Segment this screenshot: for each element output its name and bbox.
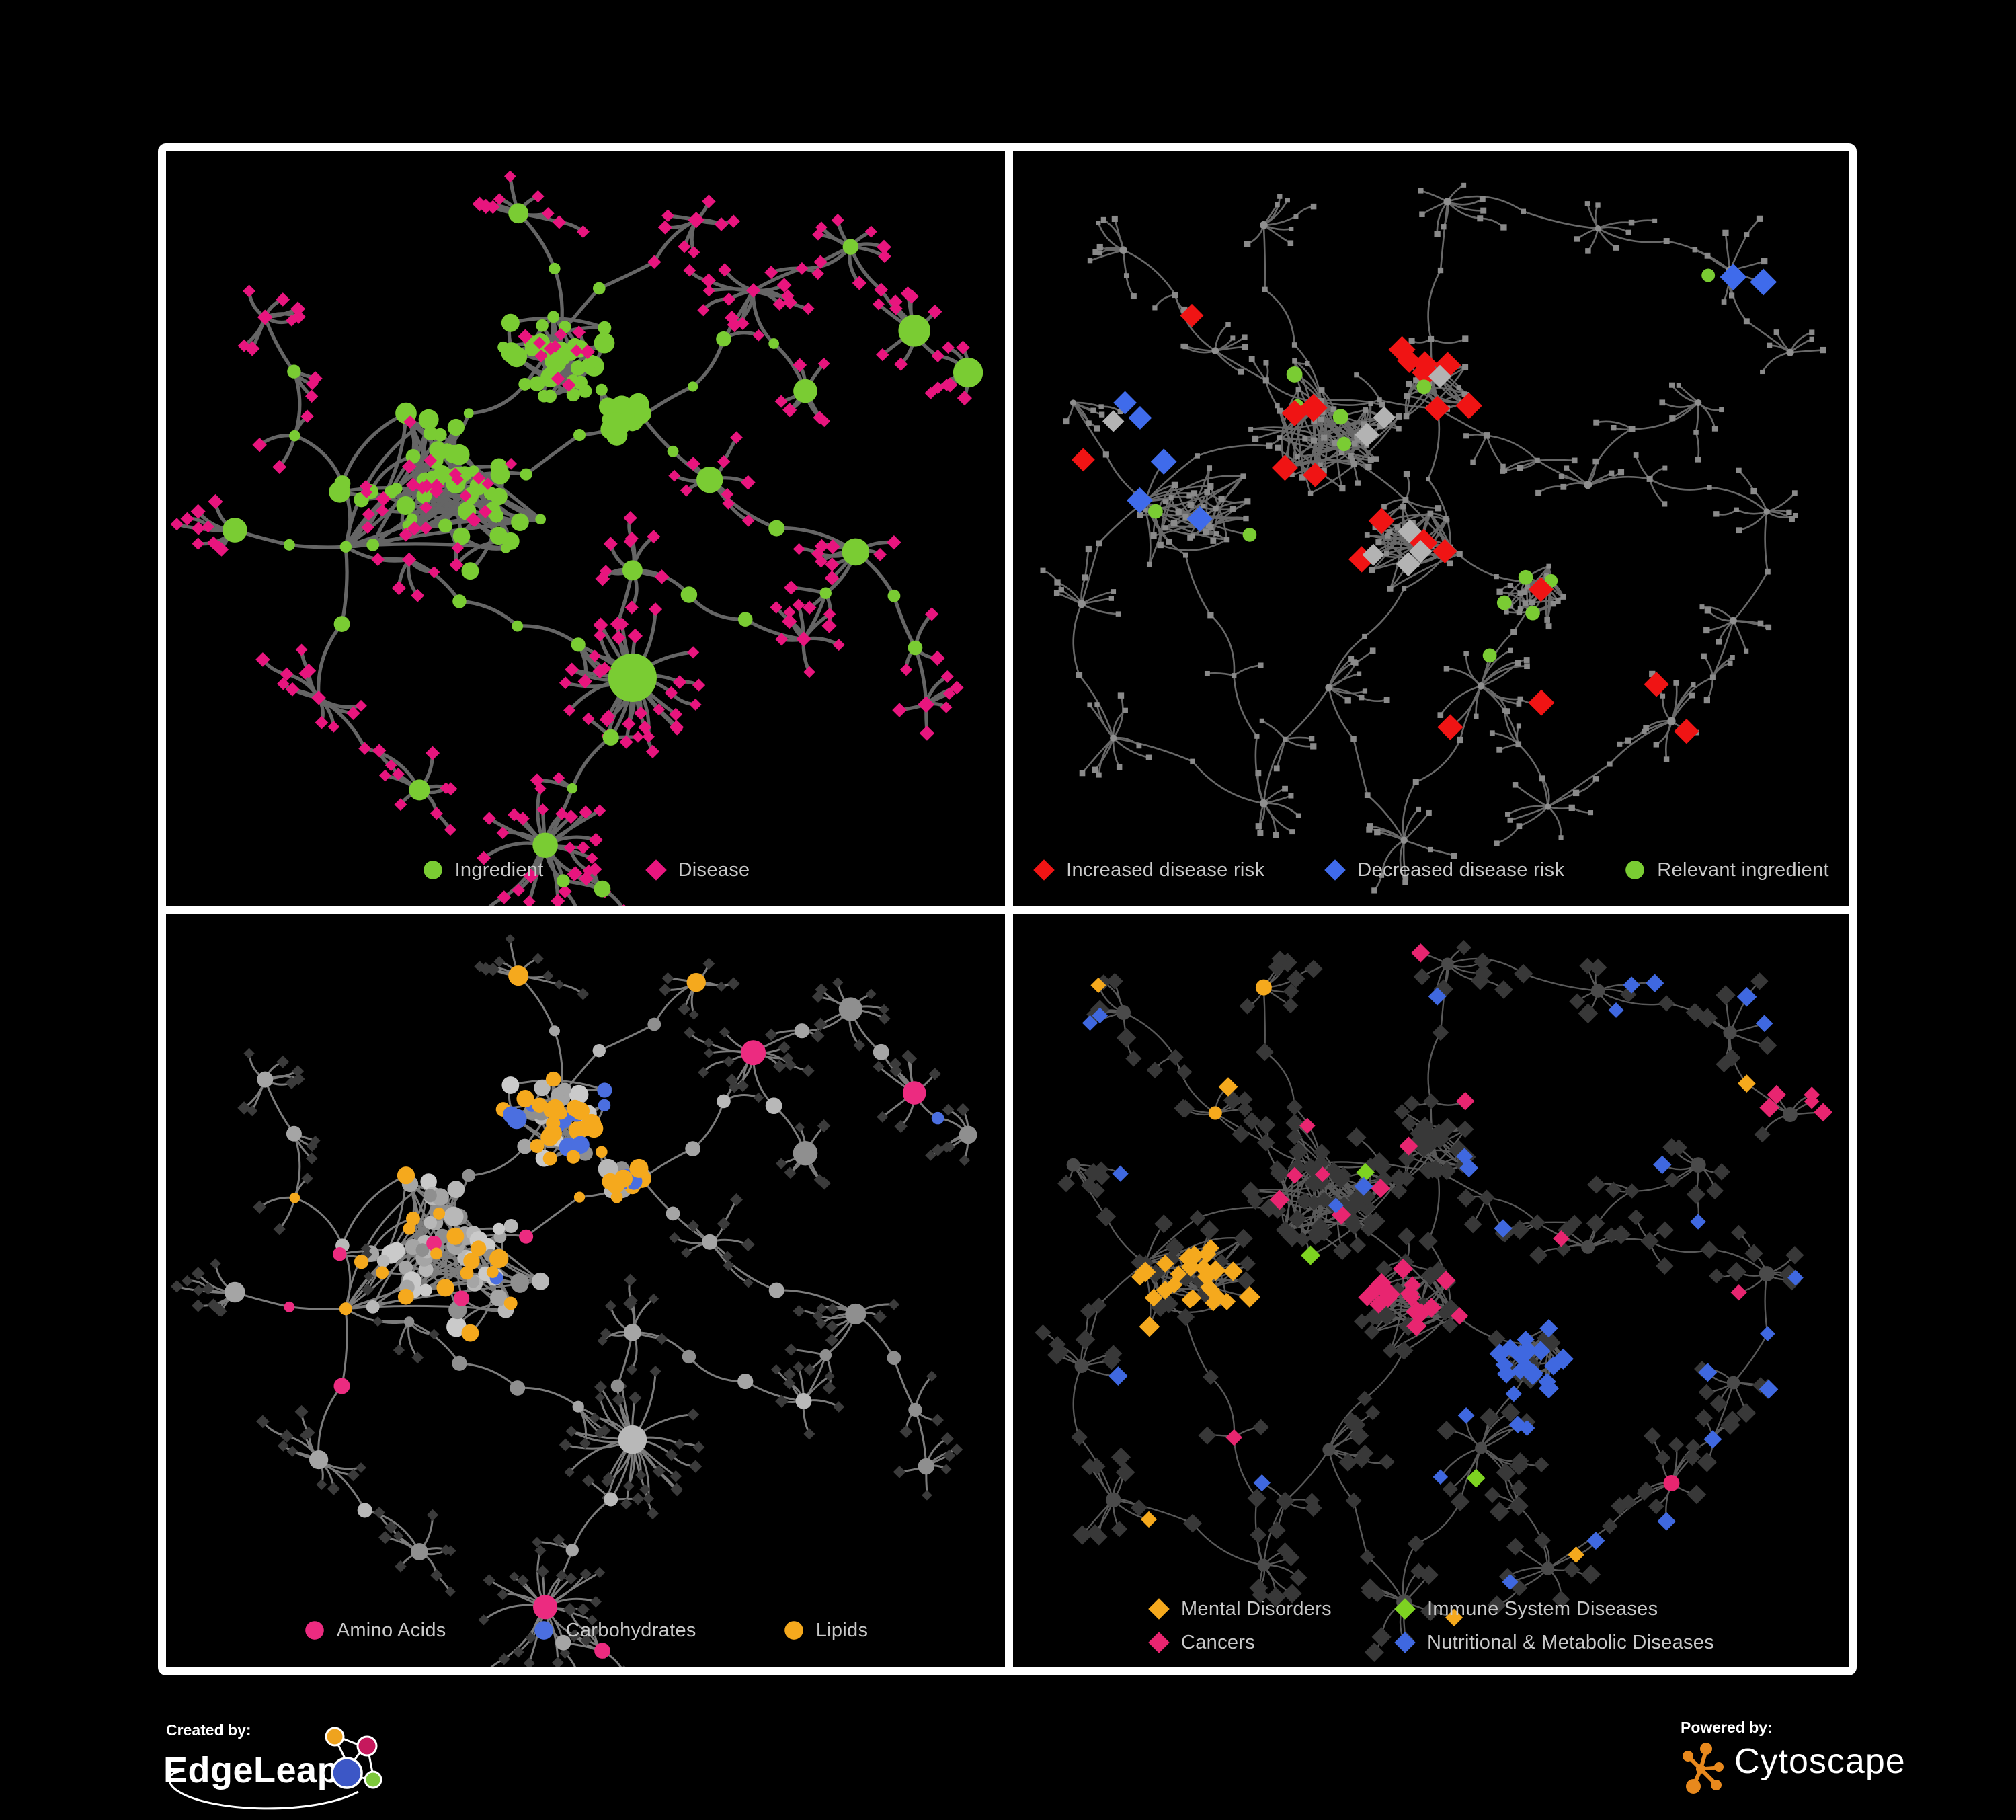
legend-item-ingredient: Ingredient [421, 859, 544, 881]
mental-disorders-diamond-icon [1148, 1598, 1170, 1620]
immune-diseases-diamond-icon [1394, 1598, 1416, 1620]
legend-label: Carbohydrates [565, 1619, 696, 1641]
legend-label: Relevant ingredient [1657, 859, 1829, 881]
network-highlight-nodes [1072, 264, 1777, 744]
legend-item-lipids: Lipids [782, 1619, 869, 1642]
increased-risk-diamond-icon [1033, 859, 1055, 881]
legend-label: Immune System Diseases [1426, 1597, 1658, 1620]
network-edges [176, 939, 969, 1667]
panel-nutrient-classes: Amino Acids Carbohydrates Lipids [166, 914, 1005, 1667]
network-nutrient-classes [170, 933, 977, 1667]
legend-disease-risk: Increased disease risk Decreased disease… [1013, 859, 1849, 881]
powered-by-label: Powered by: [1681, 1718, 1773, 1736]
network-ingredient-disease [170, 170, 983, 906]
decreased-risk-diamond-icon [1324, 859, 1346, 881]
network-edges [1043, 184, 1824, 892]
legend-item-carbohydrates: Carbohydrates [532, 1619, 696, 1642]
legend-nutrient-classes: Amino Acids Carbohydrates Lipids [166, 1619, 1005, 1642]
legend-label: Lipids [815, 1619, 869, 1641]
panel-disease-risk: Increased disease risk Decreased disease… [1013, 151, 1849, 906]
network-highlight-nodes [284, 965, 944, 1659]
legend-item-amino-acids: Amino Acids [303, 1619, 446, 1642]
legend-label: Mental Disorders [1180, 1597, 1332, 1620]
legend-item-mental-disorders: Mental Disorders [1147, 1597, 1332, 1620]
panel-ingredient-disease: Ingredient Disease [166, 151, 1005, 906]
swoosh [168, 1770, 359, 1810]
legend-ingredient-disease: Ingredient Disease [166, 859, 1005, 881]
network-highlight-nodes [1082, 943, 1832, 1653]
panel-disease-categories: Mental Disorders Immune System Diseases … [1013, 914, 1849, 1667]
legend-disease-categories: Mental Disorders Immune System Diseases … [1013, 1597, 1849, 1654]
legend-item-decreased-risk: Decreased disease risk [1324, 859, 1564, 881]
ingredient-circle-icon [423, 861, 442, 879]
carbohydrates-circle-icon [534, 1621, 553, 1640]
disease-diamond-icon [645, 859, 667, 881]
metabolic-diseases-diamond-icon [1394, 1632, 1416, 1653]
network-nodes [170, 170, 983, 906]
legend-item-metabolic-diseases: Nutritional & Metabolic Diseases [1394, 1631, 1714, 1654]
legend-label: Nutritional & Metabolic Diseases [1426, 1631, 1715, 1653]
legend-item-relevant-ingredient: Relevant ingredient [1623, 859, 1829, 881]
network-nodes [170, 933, 977, 1667]
edgeleap-wordmark: EdgeLeap [163, 1750, 339, 1790]
legend-item-disease: Disease [645, 859, 750, 881]
legend-label: Ingredient [454, 859, 544, 881]
legend-item-immune-diseases: Immune System Diseases [1394, 1597, 1658, 1620]
figure-grid: Ingredient Disease Increased disease ris… [158, 143, 1857, 1675]
legend-label: Decreased disease risk [1357, 859, 1565, 881]
legend-label: Disease [678, 859, 750, 881]
cancers-diamond-icon [1148, 1632, 1170, 1653]
legend-label: Amino Acids [336, 1619, 446, 1641]
edgeleap-logo: Created by: EdgeLeap [163, 1721, 382, 1810]
relevant-ingredient-circle-icon [1625, 861, 1645, 879]
legend-item-cancers: Cancers [1147, 1631, 1255, 1654]
network-disease-risk [1040, 182, 1826, 894]
lipids-circle-icon [784, 1621, 803, 1640]
created-by-label: Created by: [166, 1721, 251, 1739]
cytoscape-logo: Powered by: Cytoscape [1681, 1718, 1906, 1794]
legend-label: Increased disease risk [1066, 859, 1265, 881]
legend-label: Cancers [1180, 1631, 1256, 1653]
network-disease-categories [1035, 940, 1832, 1662]
edgeleap-network-glyph-icon [168, 1727, 382, 1810]
cytoscape-network-glyph-icon [1683, 1743, 1724, 1794]
network-nodes [1040, 182, 1826, 894]
cytoscape-wordmark: Cytoscape [1734, 1742, 1906, 1781]
amino-acids-circle-icon [305, 1621, 324, 1640]
legend-item-increased-risk: Increased disease risk [1033, 859, 1264, 881]
